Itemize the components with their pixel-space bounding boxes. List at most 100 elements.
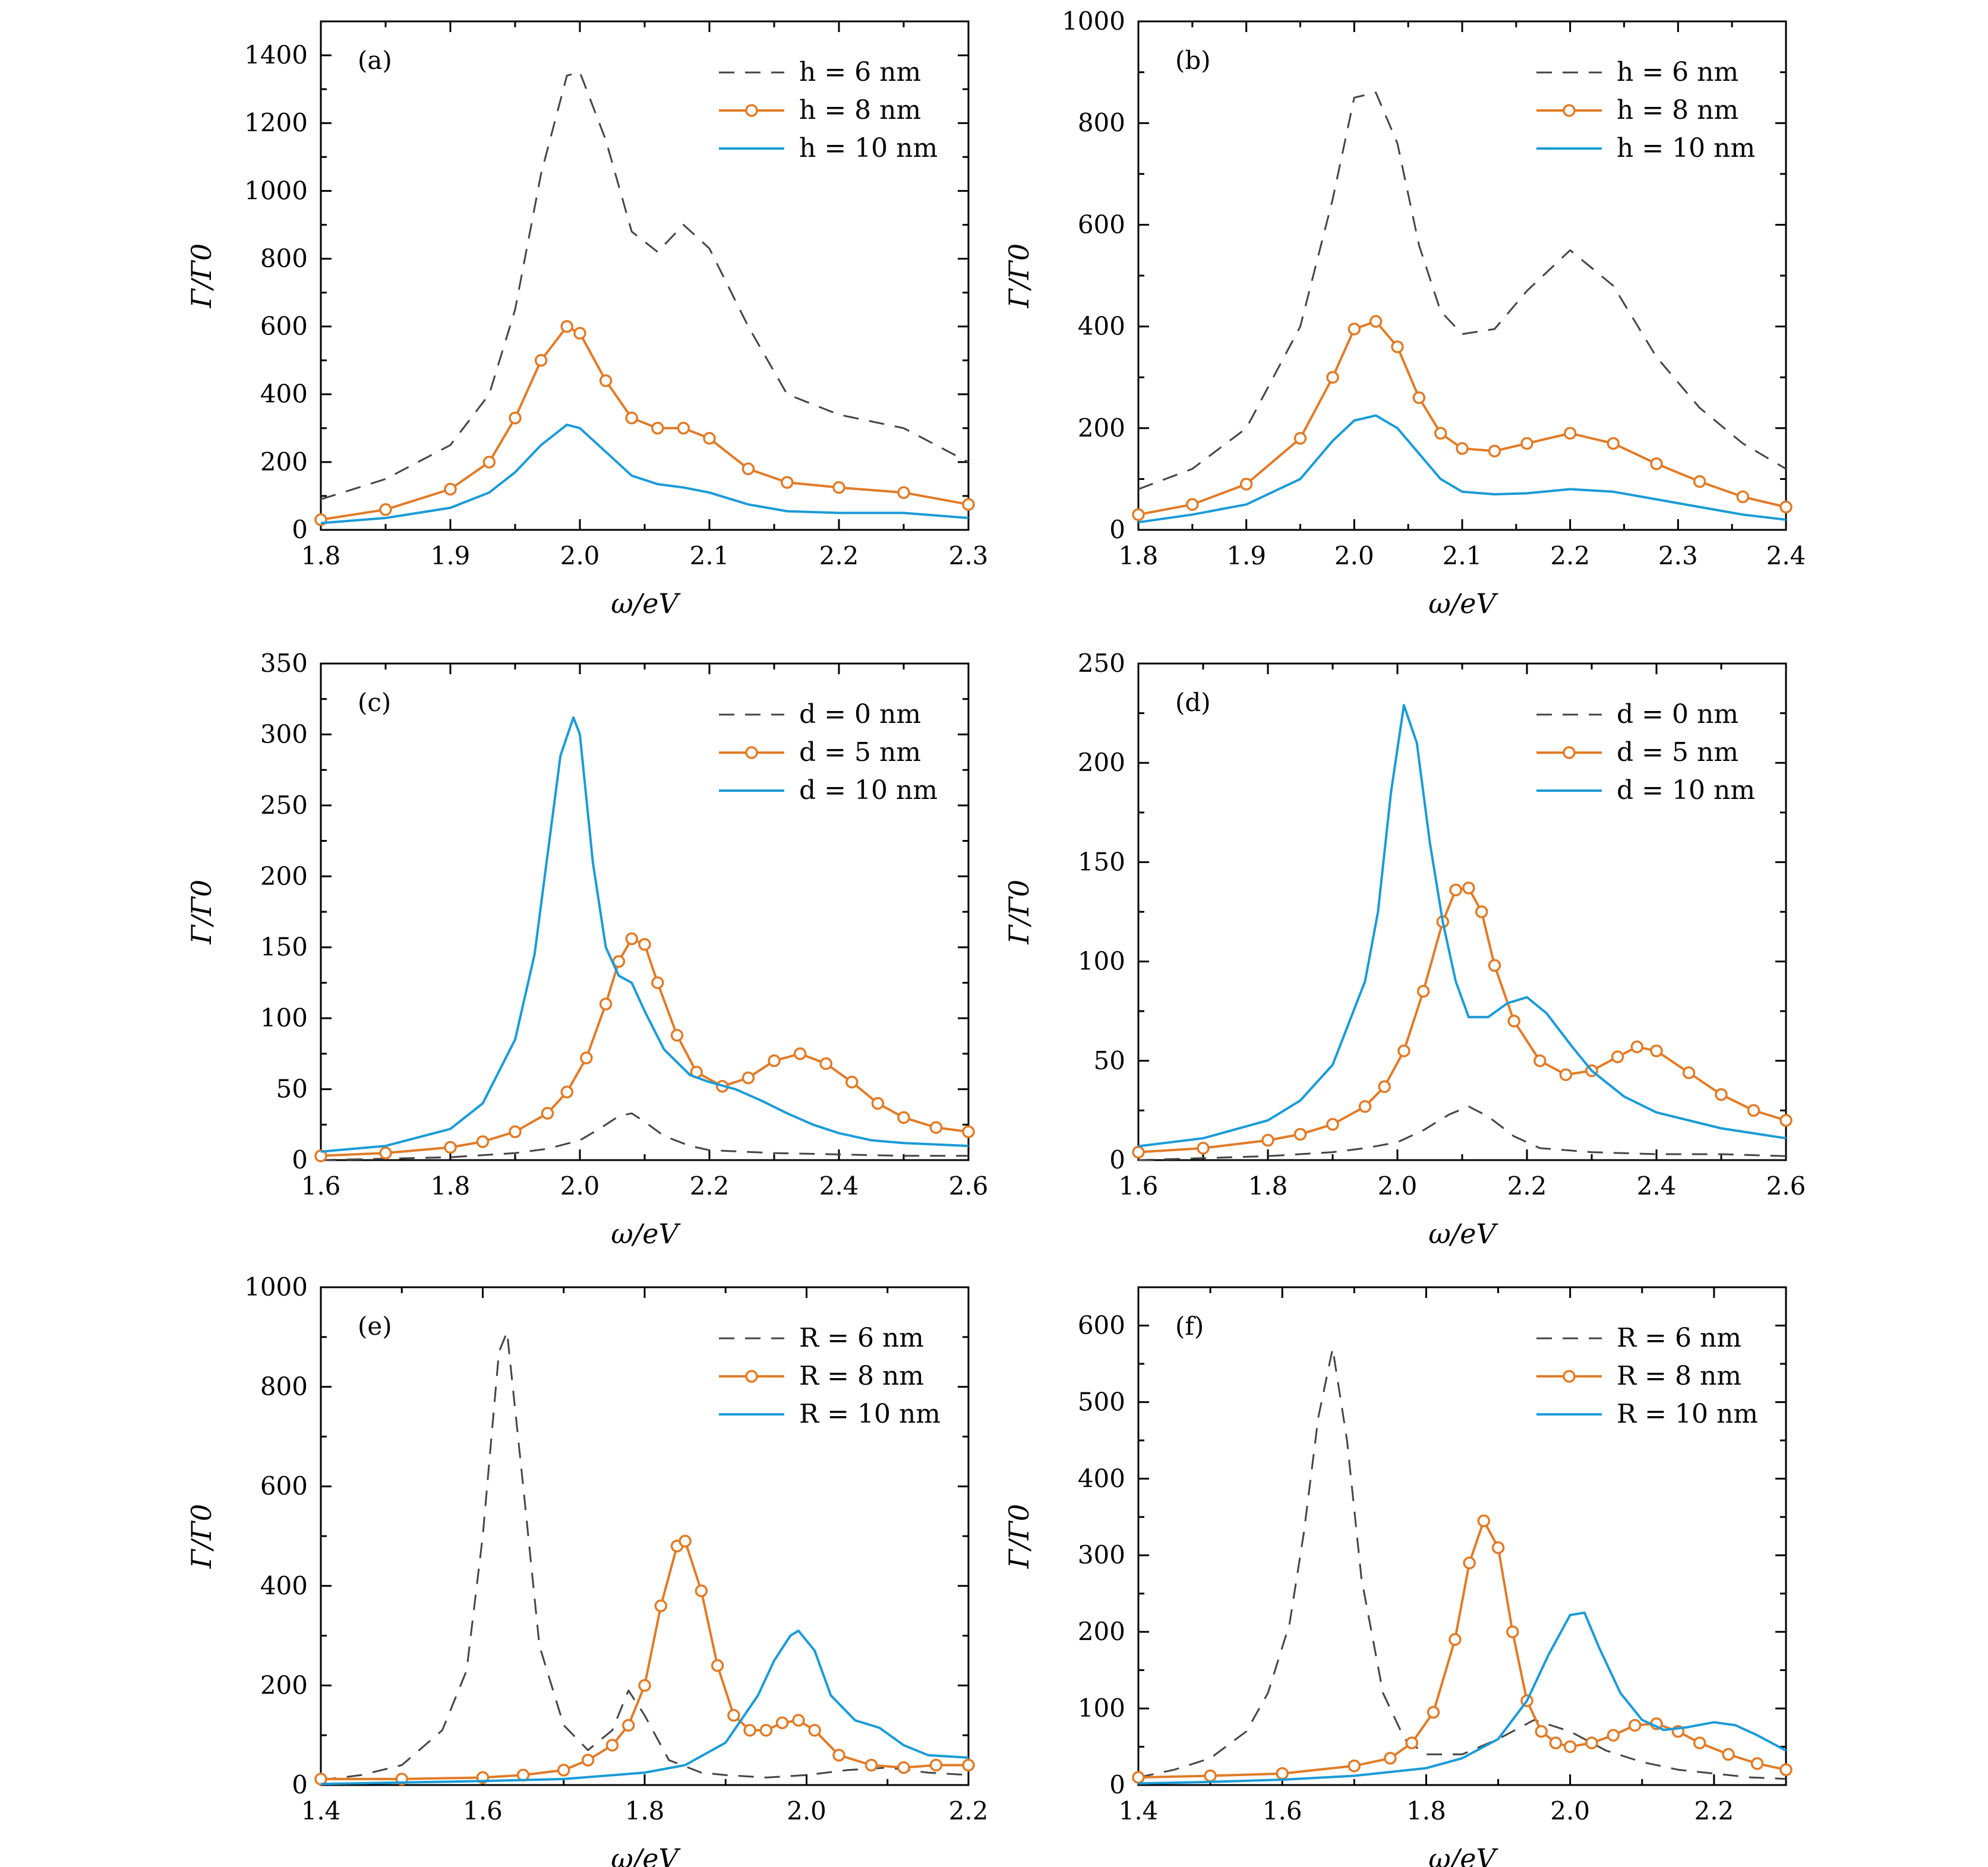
y-axis-label: Γ/Γ0: [1003, 244, 1035, 309]
data-point: [509, 411, 522, 425]
panel-e: 1.4 1.6 1.8 2.0 2.2 0 200 400 600 800 1000 ω/eV Γ/Γ0…: [185, 1272, 988, 1867]
y-tick-label: 50: [276, 1075, 308, 1104]
x-tick-label: 2.2: [819, 541, 859, 570]
data-point: [1456, 442, 1469, 455]
data-point: [638, 938, 651, 951]
y-tick-label: 1400: [244, 40, 308, 70]
y-tick-label: 50: [1094, 1046, 1125, 1075]
y-tick-label: 600: [260, 1471, 308, 1500]
data-point: [929, 1758, 943, 1772]
data-point: [1475, 905, 1488, 918]
data-point: [1488, 444, 1501, 458]
y-axis-label: Γ/Γ0: [1003, 1504, 1035, 1569]
data-point: [1132, 1145, 1145, 1159]
x-tick-label: 2.2: [1550, 541, 1590, 570]
y-tick-label: 400: [260, 380, 308, 409]
x-axis-label: ω/eV: [1428, 587, 1498, 620]
data-point: [599, 374, 613, 387]
series-line-dashed: [1138, 91, 1787, 490]
data-point: [1405, 1736, 1418, 1749]
data-point: [1520, 437, 1533, 450]
data-point: [1779, 500, 1793, 514]
y-tick-label: 200: [1078, 413, 1125, 443]
x-axis-label: ω/eV: [611, 587, 681, 620]
data-point: [1779, 1763, 1793, 1776]
x-tick-label: 2.0: [1378, 1171, 1418, 1201]
data-point: [1397, 1044, 1410, 1057]
series-line-solid: [1138, 1611, 1787, 1785]
data-point: [1239, 478, 1253, 491]
y-tick-label: 200: [260, 1670, 308, 1699]
panel-tag: (a): [358, 46, 392, 75]
x-tick-label: 1.6: [1263, 1796, 1302, 1825]
legend-label: d = 10 nm: [799, 775, 938, 805]
y-tick-label: 600: [1078, 1310, 1125, 1340]
panel-f: 1.4 1.6 1.8 2.0 2.2 0 100 200 300 400 500 600 ω/eV Γ/…: [1003, 1286, 1793, 1867]
x-tick-label: 1.8: [625, 1796, 665, 1825]
y-tick-label: 0: [292, 515, 308, 544]
y-axis-label: Γ/Γ0: [1003, 880, 1035, 945]
data-point: [314, 1773, 327, 1786]
data-point: [775, 1716, 789, 1729]
data-point: [1378, 1080, 1391, 1094]
data-point: [1607, 1729, 1620, 1742]
y-tick-label: 100: [1078, 1694, 1125, 1723]
data-point: [1750, 1757, 1764, 1770]
x-tick-label: 2.4: [1766, 541, 1806, 570]
x-tick-label: 2.6: [949, 1171, 989, 1201]
data-point: [1358, 1100, 1372, 1113]
y-tick-label: 0: [1109, 515, 1125, 544]
data-point: [1693, 1736, 1706, 1749]
data-point: [1369, 315, 1383, 328]
y-tick-label: 300: [1078, 1540, 1125, 1569]
data-point: [605, 1739, 619, 1752]
panel-a: 1.8 1.9 2.0 2.1 2.2 2.3 0 200 400 600 800 1000 1200 1…: [185, 20, 988, 620]
y-tick-label: 100: [1078, 947, 1125, 976]
data-point: [743, 1724, 756, 1737]
data-point: [677, 422, 690, 435]
x-axis-label: ω/eV: [611, 1218, 681, 1250]
plot-frame: [1137, 1286, 1787, 1786]
data-point: [379, 503, 392, 516]
panel-tag: (e): [358, 1312, 392, 1341]
x-tick-label: 1.4: [301, 1796, 341, 1825]
series-line-solid: [1138, 414, 1787, 524]
data-point: [1391, 340, 1404, 353]
legend-label: d = 0 nm: [1617, 699, 1738, 729]
data-point: [1293, 432, 1307, 445]
x-tick-label: 2.4: [1637, 1171, 1677, 1201]
y-tick-label: 350: [260, 649, 308, 678]
y-tick-label: 200: [1078, 1617, 1125, 1646]
data-point: [1736, 490, 1750, 504]
data-point: [580, 1051, 593, 1064]
data-point: [1186, 498, 1199, 511]
data-point: [1506, 1625, 1519, 1638]
legend-label: d = 5 nm: [1617, 737, 1738, 767]
legend-label: h = 6 nm: [799, 57, 921, 87]
legend-marker: [1563, 1370, 1576, 1383]
y-tick-label: 200: [1078, 748, 1125, 777]
y-tick-label: 100: [260, 1003, 308, 1032]
x-tick-label: 2.2: [949, 1796, 989, 1825]
legend-label: h = 8 nm: [1617, 95, 1738, 125]
x-tick-label: 1.8: [431, 1171, 471, 1201]
legend-label: h = 8 nm: [799, 95, 921, 125]
series-line-solid: [320, 716, 969, 1153]
data-point: [703, 432, 716, 445]
data-point: [864, 1758, 878, 1772]
data-point: [871, 1097, 885, 1110]
x-tick-label: 2.3: [1658, 541, 1698, 570]
x-tick-label: 2.2: [690, 1171, 730, 1201]
data-point: [1611, 1050, 1624, 1063]
series-line-circles: [320, 325, 969, 521]
x-tick-label: 1.4: [1119, 1796, 1159, 1825]
data-point: [793, 1047, 807, 1060]
data-point: [509, 1125, 522, 1138]
data-point: [1427, 1705, 1440, 1719]
x-axis-label: ω/eV: [1428, 1218, 1498, 1250]
series-line-solid: [320, 1629, 969, 1786]
data-point: [845, 1075, 859, 1089]
data-point: [1412, 391, 1426, 405]
x-tick-label: 1.9: [1226, 541, 1266, 570]
